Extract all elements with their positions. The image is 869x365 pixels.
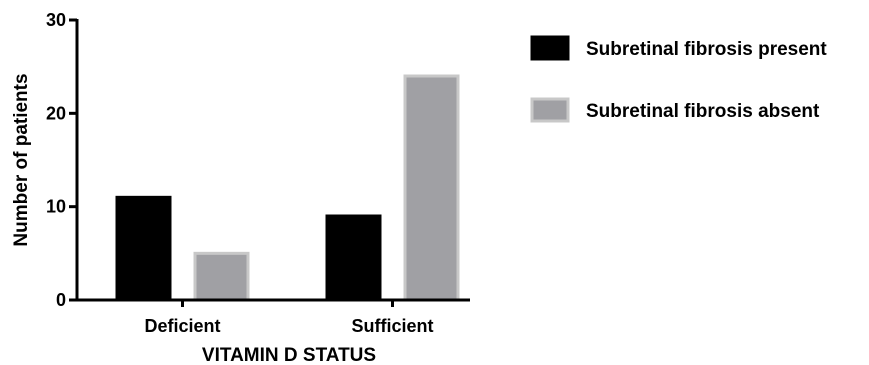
bar-deficient-series-1 <box>115 195 172 302</box>
y-tick-label-10: 10 <box>46 197 66 217</box>
bar-deficient-series-2 <box>193 251 250 302</box>
x-tick-label-deficient: Deficient <box>144 316 220 336</box>
axes-layer: Deficient Sufficient 0 10 20 30 <box>46 10 470 336</box>
y-tick-label-30: 30 <box>46 10 66 30</box>
legend: Subretinal fibrosis present Subretinal fi… <box>530 35 827 123</box>
y-tick-label-0: 0 <box>56 290 66 310</box>
legend-swatch-1 <box>530 35 570 61</box>
bar-sufficient-series-1 <box>325 214 382 302</box>
legend-label-2: Subretinal fibrosis absent <box>586 101 820 122</box>
y-tick-label-20: 20 <box>46 103 66 123</box>
legend-swatch-2 <box>530 97 570 123</box>
x-axis-title: VITAMIN D STATUS <box>202 345 376 365</box>
legend-label-1: Subretinal fibrosis present <box>586 39 827 60</box>
bar-sufficient-series-2 <box>403 74 460 302</box>
x-tick-label-sufficient: Sufficient <box>351 316 433 336</box>
y-axis-title: Number of patients <box>11 73 32 246</box>
bars-layer <box>115 74 460 302</box>
